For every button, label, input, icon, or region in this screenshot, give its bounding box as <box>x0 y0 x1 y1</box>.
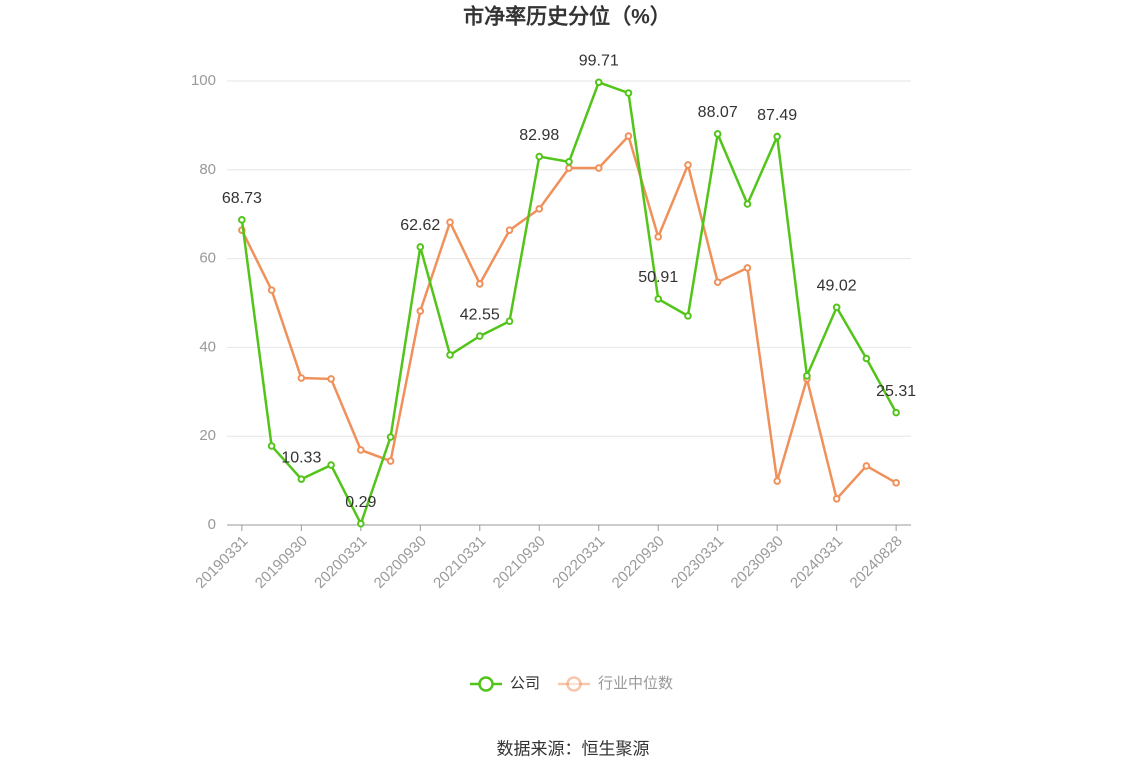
point <box>535 152 544 161</box>
point <box>535 205 544 213</box>
point <box>416 307 425 315</box>
x-tick-label: 20210930 <box>490 533 549 592</box>
point <box>505 226 514 234</box>
data-label: 49.02 <box>817 278 857 295</box>
point <box>357 446 365 454</box>
point <box>267 442 276 450</box>
point <box>803 372 811 380</box>
x-tick-label: 20210331 <box>430 533 489 592</box>
data-label: 50.91 <box>638 269 678 286</box>
data-label: 10.33 <box>281 449 321 466</box>
point <box>654 233 663 241</box>
point <box>832 303 841 312</box>
point <box>743 264 752 272</box>
point <box>297 374 306 382</box>
point <box>386 457 395 465</box>
data-label: 99.71 <box>579 53 619 70</box>
x-tick-label: 20220930 <box>609 533 668 592</box>
data-label: 88.07 <box>698 104 738 121</box>
x-tick-label: 20200930 <box>371 533 430 592</box>
point <box>475 280 484 288</box>
data-label: 62.62 <box>400 217 440 234</box>
y-tick-label: 80 <box>199 161 216 178</box>
point <box>357 519 365 528</box>
point <box>773 477 781 485</box>
point <box>713 130 722 138</box>
x-tick-label: 20220331 <box>549 533 608 592</box>
x-tick-label: 20240828 <box>847 533 906 592</box>
legend-label: 公司 <box>510 675 540 692</box>
point <box>297 475 306 483</box>
x-tick-label: 20190930 <box>252 533 311 592</box>
data-label: 25.31 <box>876 383 916 400</box>
data-label: 68.73 <box>222 190 262 207</box>
source: 数据来源：恒生聚源 <box>497 739 650 758</box>
point <box>684 161 692 169</box>
series-line <box>240 80 898 527</box>
point <box>832 495 841 503</box>
x-tick-label: 20230331 <box>668 533 727 592</box>
y-tick-label: 0 <box>208 516 216 533</box>
point <box>892 479 900 487</box>
point <box>386 433 395 441</box>
y-tick-label: 40 <box>199 338 216 355</box>
point <box>327 375 335 383</box>
point <box>594 78 603 87</box>
y-tick-label: 100 <box>191 72 216 89</box>
point <box>713 278 722 286</box>
point <box>654 295 663 303</box>
point <box>624 132 633 140</box>
point <box>862 354 871 363</box>
x-tick-label: 20200331 <box>311 533 370 592</box>
point <box>416 243 425 251</box>
point <box>773 132 781 141</box>
point <box>684 312 692 320</box>
chart-title: 市净率历史分位（%） <box>463 5 671 29</box>
legend-marker <box>566 676 582 692</box>
legend-label: 行业中位数 <box>598 675 673 692</box>
data-label: 0.29 <box>345 494 376 511</box>
point <box>446 351 454 359</box>
point <box>446 218 454 226</box>
point <box>475 332 484 340</box>
point <box>238 216 246 224</box>
x-tick-label: 20190331 <box>192 533 251 592</box>
x-tick-label: 20230930 <box>728 533 787 592</box>
point <box>327 461 335 469</box>
point <box>594 164 603 172</box>
legend-marker <box>478 676 494 692</box>
point <box>624 89 633 97</box>
y-tick-label: 60 <box>199 250 216 267</box>
point <box>267 286 276 294</box>
data-label: 42.55 <box>460 306 500 323</box>
point <box>743 200 752 208</box>
data-label: 87.49 <box>757 107 797 124</box>
series-line <box>240 133 897 502</box>
x-tick-label: 20240331 <box>787 533 846 592</box>
point <box>505 317 514 326</box>
point <box>892 408 900 417</box>
point <box>565 164 573 172</box>
point <box>862 462 871 470</box>
y-tick-label: 20 <box>199 427 216 444</box>
point <box>565 158 573 166</box>
data-label: 82.98 <box>519 127 559 144</box>
